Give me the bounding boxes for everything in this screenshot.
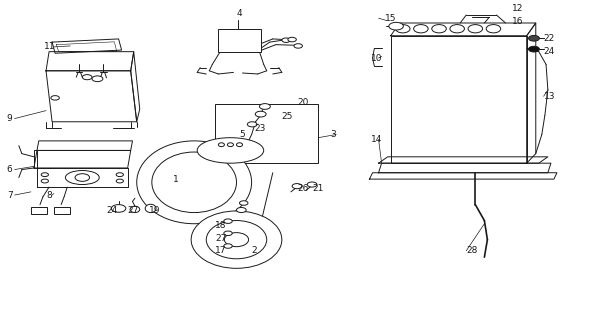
Ellipse shape (145, 204, 156, 212)
Ellipse shape (259, 104, 270, 109)
Ellipse shape (247, 122, 257, 127)
Text: 24: 24 (544, 47, 555, 56)
Text: 9: 9 (7, 114, 13, 123)
Polygon shape (37, 168, 128, 187)
Ellipse shape (292, 184, 302, 189)
Ellipse shape (236, 207, 246, 212)
Ellipse shape (41, 173, 48, 177)
Ellipse shape (224, 219, 232, 223)
Ellipse shape (51, 96, 59, 100)
Text: 4: 4 (236, 9, 242, 18)
Text: 15: 15 (385, 14, 396, 23)
Ellipse shape (432, 25, 446, 33)
Text: 25: 25 (282, 113, 293, 122)
Ellipse shape (197, 138, 264, 163)
Polygon shape (131, 52, 140, 122)
Ellipse shape (486, 25, 501, 33)
Polygon shape (52, 39, 122, 53)
Text: 19: 19 (149, 206, 161, 215)
Ellipse shape (92, 76, 103, 82)
Text: 11: 11 (44, 42, 56, 52)
Polygon shape (37, 141, 133, 150)
Ellipse shape (468, 25, 482, 33)
Ellipse shape (116, 173, 124, 177)
Text: 7: 7 (7, 190, 13, 200)
Ellipse shape (112, 204, 126, 212)
Polygon shape (34, 150, 37, 168)
Text: 5: 5 (239, 130, 245, 139)
Ellipse shape (82, 75, 92, 80)
Ellipse shape (307, 182, 317, 187)
Ellipse shape (414, 25, 428, 33)
Ellipse shape (75, 174, 90, 181)
Ellipse shape (191, 211, 282, 268)
Polygon shape (379, 163, 551, 173)
Text: 20: 20 (297, 98, 308, 107)
Text: 18: 18 (215, 221, 227, 230)
Polygon shape (527, 23, 536, 163)
Polygon shape (46, 52, 134, 71)
Ellipse shape (450, 25, 464, 33)
Ellipse shape (255, 111, 266, 117)
Ellipse shape (282, 38, 290, 43)
Polygon shape (34, 150, 131, 168)
Text: 12: 12 (511, 4, 523, 13)
Ellipse shape (130, 206, 140, 212)
Text: 1: 1 (173, 175, 179, 184)
Ellipse shape (224, 233, 248, 247)
Polygon shape (391, 36, 527, 163)
Ellipse shape (65, 171, 99, 185)
Ellipse shape (224, 231, 232, 236)
Bar (215, 104, 318, 163)
Text: 10: 10 (371, 53, 383, 62)
Text: 14: 14 (371, 135, 383, 144)
Ellipse shape (389, 22, 404, 30)
Text: 13: 13 (544, 92, 555, 101)
Polygon shape (370, 173, 557, 179)
Text: 2: 2 (251, 246, 257, 255)
Ellipse shape (528, 46, 539, 52)
Ellipse shape (137, 141, 251, 224)
Text: 28: 28 (466, 246, 478, 255)
Ellipse shape (294, 44, 302, 48)
Bar (218, 29, 261, 52)
Ellipse shape (41, 179, 48, 183)
Text: 8: 8 (46, 190, 52, 200)
Text: 17: 17 (215, 246, 227, 255)
Bar (54, 207, 70, 214)
Ellipse shape (152, 152, 236, 212)
Ellipse shape (218, 143, 224, 147)
Ellipse shape (224, 244, 232, 248)
Text: 21: 21 (312, 184, 324, 193)
Bar (31, 207, 47, 214)
Ellipse shape (288, 37, 296, 42)
Text: 24: 24 (107, 206, 118, 215)
Ellipse shape (116, 179, 124, 183)
Text: 3: 3 (330, 130, 336, 139)
Text: 27: 27 (215, 234, 227, 243)
Text: 22: 22 (544, 35, 555, 44)
Text: 26: 26 (297, 184, 308, 193)
Text: 23: 23 (255, 124, 266, 132)
Ellipse shape (206, 220, 267, 259)
Polygon shape (46, 71, 137, 122)
Polygon shape (391, 23, 536, 36)
Ellipse shape (227, 143, 233, 147)
Ellipse shape (239, 201, 248, 205)
Text: 16: 16 (511, 17, 523, 26)
Ellipse shape (528, 36, 539, 41)
Polygon shape (56, 42, 117, 52)
Text: 6: 6 (7, 165, 13, 174)
Ellipse shape (236, 143, 242, 147)
Polygon shape (379, 157, 548, 163)
Ellipse shape (396, 25, 410, 33)
Text: 27: 27 (128, 206, 139, 215)
